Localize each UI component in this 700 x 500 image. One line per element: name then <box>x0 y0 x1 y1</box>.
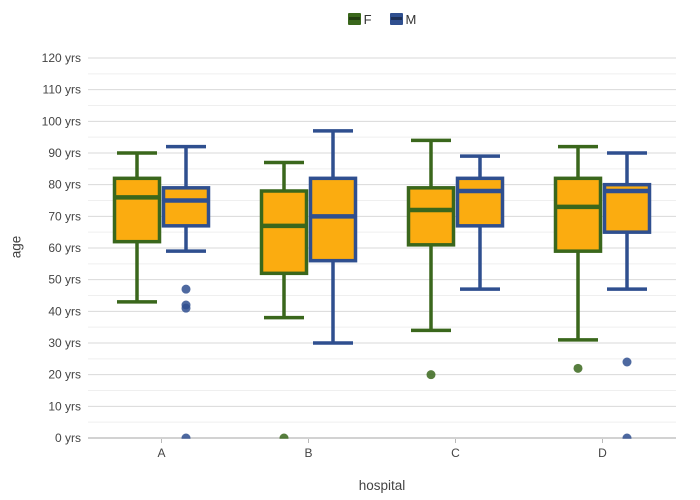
outlier-point[interactable] <box>279 433 289 443</box>
boxplot-M-A[interactable] <box>161 144 211 443</box>
y-tick-label: 100 yrs <box>42 114 81 128</box>
boxplot-F-A[interactable] <box>112 151 162 304</box>
legend-item-m[interactable]: M <box>389 11 417 27</box>
legend-item-f[interactable]: F <box>347 11 372 27</box>
outlier-point[interactable] <box>573 363 583 373</box>
iqr-box[interactable] <box>308 176 358 263</box>
x-tick-label: C <box>451 446 460 460</box>
x-axis-title: hospital <box>358 478 406 493</box>
legend-label-f: F <box>363 11 372 27</box>
y-tick-label: 10 yrs <box>48 399 81 413</box>
outlier-point[interactable] <box>622 357 632 367</box>
y-tick-label: 80 yrs <box>48 178 81 192</box>
iqr-box[interactable] <box>553 176 603 253</box>
outlier-point[interactable] <box>181 284 191 294</box>
x-tick-label: A <box>157 446 165 460</box>
legend-label-m: M <box>405 11 417 27</box>
y-tick-label: 90 yrs <box>48 146 81 160</box>
plot-content <box>112 129 652 443</box>
outlier-point[interactable] <box>622 433 632 443</box>
y-tick-labels: 0 yrs 10 yrs 20 yrs 30 yrs 40 yrs 50 yrs 60 yr… <box>42 51 81 445</box>
iqr-box[interactable] <box>406 186 456 247</box>
outlier-point[interactable] <box>426 370 436 380</box>
y-tick-label: 20 yrs <box>48 368 81 382</box>
boxplot-F-B[interactable] <box>259 160 309 443</box>
legend-swatch-f-icon <box>347 13 361 25</box>
legend: F M <box>88 10 676 28</box>
iqr-box[interactable] <box>259 189 309 276</box>
iqr-box[interactable] <box>455 176 505 228</box>
outlier-point[interactable] <box>181 303 191 313</box>
y-tick-label: 50 yrs <box>48 273 81 287</box>
y-tick-label: 70 yrs <box>48 209 81 223</box>
y-tick-label: 60 yrs <box>48 241 81 255</box>
x-tick-label: D <box>598 446 607 460</box>
y-axis-title: age <box>8 235 24 259</box>
iqr-box[interactable] <box>161 186 211 228</box>
boxplot-M-C[interactable] <box>455 154 505 291</box>
y-tick-label: 110 yrs <box>43 83 81 97</box>
boxplot-F-C[interactable] <box>406 138 456 380</box>
y-tick-label: 30 yrs <box>48 336 81 350</box>
outlier-point[interactable] <box>181 433 191 443</box>
boxplot-M-D[interactable] <box>602 151 652 443</box>
x-tick-label: B <box>304 446 312 460</box>
legend-swatch-m-icon <box>389 13 403 25</box>
y-tick-label: 0 yrs <box>55 431 81 445</box>
y-tick-label: 40 yrs <box>48 304 81 318</box>
boxplot-M-B[interactable] <box>308 129 358 345</box>
boxplot-F-D[interactable] <box>553 144 603 373</box>
x-ticks: A B C D <box>157 439 607 460</box>
iqr-box[interactable] <box>112 176 162 244</box>
y-tick-label: 120 yrs <box>42 51 81 65</box>
